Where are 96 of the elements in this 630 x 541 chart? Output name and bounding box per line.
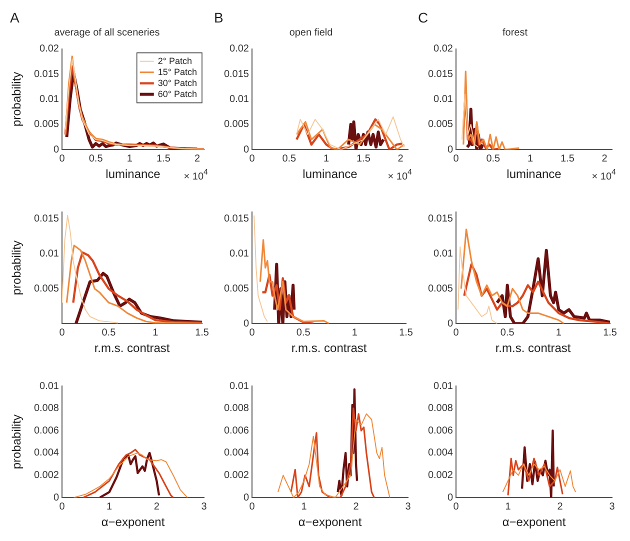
x-tick-label: 1 xyxy=(106,501,113,512)
y-tick-label: 0.004 xyxy=(428,448,454,459)
x-tick-label: 1.5 xyxy=(195,327,210,338)
y-axis-title: probability xyxy=(10,414,24,470)
x-tick-label: 2 xyxy=(602,153,608,164)
y-tick-label: 0.01 xyxy=(40,248,60,260)
chart-title: B xyxy=(214,9,224,26)
x-tick-label: 0.5 xyxy=(500,327,515,338)
y-axis-title: probability xyxy=(10,240,24,296)
y-tick-label: 0 xyxy=(243,492,250,504)
legend-label: 2° Patch xyxy=(158,56,192,66)
x-tick-label: 3 xyxy=(405,501,412,512)
y-tick-label: 0 xyxy=(243,144,250,156)
x-axis-title: luminance xyxy=(302,167,358,182)
x-tick-label: 1.5 xyxy=(603,327,618,338)
y-tick-label: 0.01 xyxy=(434,248,454,260)
y-tick-label: 0.015 xyxy=(428,214,454,225)
y-tick-label: 0 xyxy=(447,144,454,156)
y-tick-label: 0.005 xyxy=(224,119,250,130)
chart-subtitle: open field xyxy=(289,28,333,39)
x-tick-label: 1.5 xyxy=(156,153,171,164)
y-tick-label: 0.02 xyxy=(434,44,454,55)
y-tick-label: 0.015 xyxy=(34,68,60,80)
y-tick-label: 0 xyxy=(447,492,454,504)
legend-label: 15° Patch xyxy=(158,66,197,77)
legend-label: 30° Patch xyxy=(158,78,197,88)
y-tick-label: 0 xyxy=(53,144,60,156)
y-tick-label: 0.015 xyxy=(224,214,250,225)
x-tick-label: 1 xyxy=(126,153,133,164)
y-tick-label: 0.008 xyxy=(34,403,60,414)
y-tick-label: 0.015 xyxy=(428,68,454,80)
x-axis-title: α−exponent xyxy=(502,515,566,530)
y-tick-label: 0.005 xyxy=(428,119,454,130)
chart-title: C xyxy=(418,9,428,26)
x-axis-title: luminance xyxy=(106,167,161,182)
y-tick-label: 0.002 xyxy=(428,470,454,482)
y-tick-label: 0.01 xyxy=(230,248,250,260)
x-tick-label: 0.5 xyxy=(88,153,104,164)
x-tick-label: 2 xyxy=(194,153,200,164)
y-tick-label: 0.005 xyxy=(34,119,60,130)
y-tick-label: 0.02 xyxy=(40,44,60,55)
y-tick-label: 0.006 xyxy=(428,425,454,436)
x-tick-label: 2 xyxy=(353,501,360,512)
y-tick-label: 0.01 xyxy=(230,94,250,105)
y-tick-label: 0.005 xyxy=(224,283,250,294)
y-tick-label: 0 xyxy=(243,318,250,330)
y-tick-label: 0.008 xyxy=(224,403,250,414)
x-axis-title: luminance xyxy=(506,167,562,182)
x-tick-label: 3 xyxy=(201,501,208,512)
chart-subtitle: forest xyxy=(502,28,528,39)
y-tick-label: 0.01 xyxy=(230,380,250,392)
y-tick-label: 0.005 xyxy=(428,283,454,294)
x-tick-label: 1.5 xyxy=(399,327,414,338)
x-tick-label: 0.5 xyxy=(282,153,297,164)
y-tick-label: 0.008 xyxy=(428,403,454,414)
x-tick-label: 2 xyxy=(557,501,564,512)
x-tick-label: 1 xyxy=(352,327,358,338)
x-tick-label: 1 xyxy=(528,153,534,164)
y-tick-label: 0.015 xyxy=(34,214,60,225)
x-axis-title: r.m.s. contrast xyxy=(291,341,368,356)
x-tick-label: 0.5 xyxy=(296,327,311,338)
y-tick-label: 0.006 xyxy=(224,425,250,436)
y-tick-label: 0.01 xyxy=(434,94,454,105)
y-tick-label: 0.005 xyxy=(34,283,60,294)
x-tick-label: 3 xyxy=(609,501,616,512)
y-tick-label: 0.01 xyxy=(40,94,60,105)
x-tick-label: 1 xyxy=(152,327,159,338)
y-tick-label: 0.006 xyxy=(34,425,60,436)
x-tick-label: 1 xyxy=(556,327,562,338)
x-tick-label: 1.5 xyxy=(356,153,371,164)
chart-subtitle: average of all sceneries xyxy=(54,28,160,39)
x-tick-label: 1 xyxy=(301,501,308,512)
y-tick-label: 0.002 xyxy=(224,470,250,482)
x-tick-label: 1 xyxy=(505,501,512,512)
y-tick-label: 0.02 xyxy=(230,44,250,55)
x-tick-label: 2 xyxy=(398,153,404,164)
x-axis-title: r.m.s. contrast xyxy=(495,341,572,356)
y-tick-label: 0.004 xyxy=(224,448,250,459)
x-tick-label: 0.5 xyxy=(102,327,116,338)
x-axis-title: α−exponent xyxy=(101,515,166,530)
chart-title: A xyxy=(10,9,20,26)
y-tick-label: 0 xyxy=(447,318,454,330)
y-tick-label: 0.01 xyxy=(40,380,60,392)
x-tick-label: 1 xyxy=(324,153,330,164)
y-tick-label: 0 xyxy=(53,492,60,504)
x-tick-label: 0.5 xyxy=(486,153,501,164)
x-axis-title: α−exponent xyxy=(298,515,362,530)
x-axis-title: r.m.s. contrast xyxy=(94,341,170,356)
y-tick-label: 0.002 xyxy=(34,470,60,482)
x-tick-label: 2 xyxy=(154,501,160,512)
x-tick-label: 1.5 xyxy=(560,153,575,164)
y-tick-label: 0.015 xyxy=(224,68,250,80)
y-axis-title: probability xyxy=(10,72,24,127)
legend-label: 60° Patch xyxy=(158,88,197,99)
y-tick-label: 0.01 xyxy=(434,380,454,392)
y-tick-label: 0.004 xyxy=(34,448,60,459)
